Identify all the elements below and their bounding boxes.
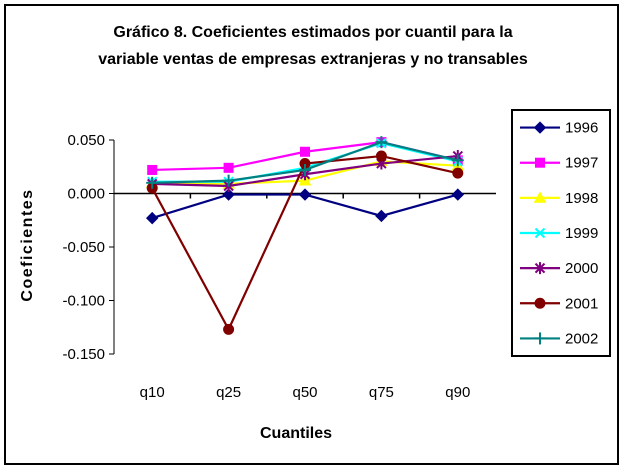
x-tick-label: q75 bbox=[369, 384, 394, 401]
y-tick-label: -0.050 bbox=[62, 239, 105, 256]
data-point-2002-q90 bbox=[451, 154, 464, 167]
y-tick-label: -0.150 bbox=[62, 346, 105, 363]
x-axis-title: Cuantiles bbox=[260, 425, 332, 442]
data-point-2001-q90 bbox=[452, 167, 464, 179]
data-point-1996-q90 bbox=[451, 188, 465, 201]
legend-label-2000: 2000 bbox=[565, 260, 598, 277]
x-tick-label: q90 bbox=[445, 384, 470, 401]
y-tick-label: -0.100 bbox=[62, 293, 105, 310]
data-point-2002-q10 bbox=[146, 176, 159, 189]
data-point-1996-q75 bbox=[375, 209, 388, 223]
data-point-1996-q50 bbox=[298, 188, 312, 201]
legend-marker-1997 bbox=[535, 157, 545, 168]
y-axis-title: Coeficientes bbox=[19, 188, 36, 301]
legend-label-1999: 1999 bbox=[565, 225, 598, 242]
legend: 1996 1997 1998 1999 2000 2001 2002 bbox=[511, 109, 611, 357]
data-point-2002-q75 bbox=[375, 136, 388, 149]
plot-area: 0.050 0.000 -0.050 -0.100 -0.150 q10 q25 q50 q75… bbox=[62, 132, 496, 401]
y-tick-label: 0.050 bbox=[67, 132, 105, 149]
data-point-1997-q50 bbox=[300, 146, 310, 157]
legend-marker-2001 bbox=[534, 297, 546, 309]
data-point-1996-q10 bbox=[145, 211, 159, 225]
y-tick-label: 0.000 bbox=[67, 186, 105, 203]
chart-title-line-2: variable ventas de empresas extranjeras … bbox=[98, 51, 528, 68]
legend-marker-1999 bbox=[534, 227, 546, 239]
data-point-2002-q50 bbox=[299, 163, 311, 176]
data-point-1996-q25 bbox=[222, 188, 235, 201]
legend-marker-1998 bbox=[533, 191, 547, 203]
legend-marker-1996 bbox=[533, 121, 547, 134]
legend-label-1997: 1997 bbox=[565, 155, 598, 172]
data-point-2002-q25 bbox=[222, 174, 235, 187]
data-point-2001-q25 bbox=[223, 323, 235, 335]
chart-title-line-1: Gráfico 8. Coeficientes estimados por cu… bbox=[113, 24, 512, 41]
data-point-1997-q25 bbox=[223, 162, 234, 173]
legend-label-2001: 2001 bbox=[565, 295, 598, 312]
legend-label-1998: 1998 bbox=[565, 190, 598, 207]
data-point-2001-q75 bbox=[375, 150, 387, 162]
legend-label-1996: 1996 bbox=[565, 120, 598, 137]
data-point-1997-q10 bbox=[147, 164, 158, 175]
legend-marker-2000 bbox=[534, 262, 546, 275]
x-tick-label: q10 bbox=[140, 384, 165, 401]
x-tick-label: q50 bbox=[292, 384, 317, 401]
legend-marker-2002 bbox=[534, 332, 546, 345]
x-tick-label: q25 bbox=[216, 384, 241, 401]
legend-label-2002: 2002 bbox=[565, 330, 598, 347]
